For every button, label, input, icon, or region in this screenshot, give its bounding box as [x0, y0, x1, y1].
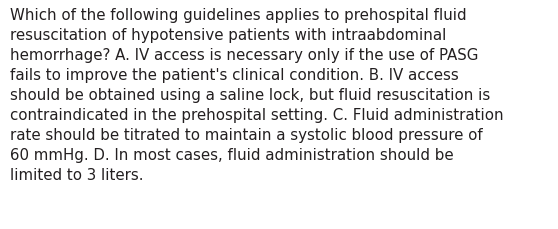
Text: Which of the following guidelines applies to prehospital fluid
resuscitation of : Which of the following guidelines applie… [10, 8, 504, 183]
